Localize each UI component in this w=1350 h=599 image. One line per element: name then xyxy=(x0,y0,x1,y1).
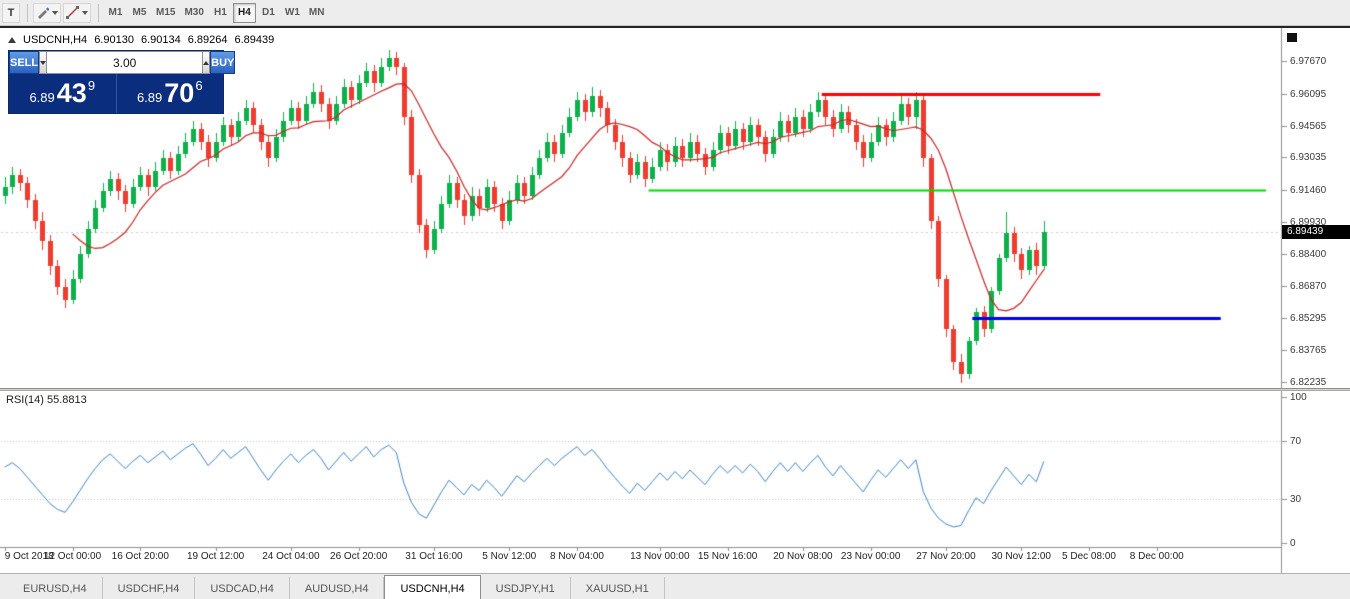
sell-price-big: 43 xyxy=(56,78,87,108)
chart-tab-xauusd-h1[interactable]: XAUUSD,H1 xyxy=(571,577,665,599)
chart-tab-usdcad-h4[interactable]: USDCAD,H4 xyxy=(195,577,290,599)
trendline-icon xyxy=(66,6,79,19)
triangle-up-icon xyxy=(203,60,210,65)
trade-controls-row: SELL BUY xyxy=(9,51,236,74)
symbol-label: USDCNH,H4 xyxy=(23,34,88,46)
timeframe-button-m5[interactable]: M5 xyxy=(132,7,147,18)
lot-decrease-button[interactable] xyxy=(39,51,48,74)
buy-price[interactable]: 6.89 70 6 xyxy=(117,74,224,113)
current-price-badge: 6.89439 xyxy=(1282,225,1350,240)
pane-splitter[interactable] xyxy=(0,388,1350,391)
triangle-down-icon xyxy=(40,60,47,65)
timeframe-button-w1[interactable]: W1 xyxy=(284,7,300,18)
sell-price-prefix: 6.89 xyxy=(29,90,55,105)
timeframe-button-h1[interactable]: H1 xyxy=(214,7,227,18)
low-value: 6.89264 xyxy=(187,34,228,46)
lot-size-input[interactable] xyxy=(47,51,203,74)
open-value: 6.90130 xyxy=(94,34,134,46)
one-click-panel-toggle-icon[interactable] xyxy=(8,37,16,43)
chart-tab-usdcnh-h4[interactable]: USDCNH,H4 xyxy=(384,575,481,599)
trade-prices-row: 6.89 43 9 6.89 70 6 xyxy=(9,74,223,113)
lot-increase-button[interactable] xyxy=(202,51,211,74)
close-value: 6.89439 xyxy=(234,34,275,46)
price-chart-canvas[interactable] xyxy=(0,28,1350,575)
line-tools-button[interactable] xyxy=(63,2,91,23)
timeframe-button-m30[interactable]: M30 xyxy=(184,7,204,18)
sell-price[interactable]: 6.89 43 9 xyxy=(9,74,116,113)
timeframe-button-m1[interactable]: M1 xyxy=(108,7,123,18)
chart-tabs-bar: EURUSD,H4 USDCHF,H4 USDCAD,H4 AUDUSD,H4 USDC… xyxy=(0,573,1350,599)
top-toolbar: T M1 M5 M15 M30 H1 H4 D1 W1 MN xyxy=(0,0,1350,26)
toolbar-separator xyxy=(27,3,28,22)
high-value: 6.90134 xyxy=(140,34,181,46)
buy-price-pip: 6 xyxy=(195,78,203,93)
chart-window-icon[interactable] xyxy=(1287,33,1297,42)
timeframe-button-m15[interactable]: M15 xyxy=(156,7,176,18)
chart-window: USDCNH,H4 6.90130 6.90134 6.89264 6.8943… xyxy=(0,26,1350,575)
pencil-icon xyxy=(38,7,49,19)
timeframe-button-d1[interactable]: D1 xyxy=(262,7,275,18)
rsi-indicator-label: RSI(14) 55.8813 xyxy=(6,394,87,406)
chart-tab-eurusd-h4[interactable]: EURUSD,H4 xyxy=(8,577,103,599)
text-tool-button[interactable]: T xyxy=(2,2,20,23)
buy-price-prefix: 6.89 xyxy=(136,90,163,105)
chart-ohlc-header: USDCNH,H4 6.90130 6.90134 6.89264 6.8943… xyxy=(8,34,274,46)
timeframe-button-mn[interactable]: MN xyxy=(308,7,325,18)
chart-tab-audusd-h4[interactable]: AUDUSD,H4 xyxy=(290,577,385,599)
chevron-down-icon xyxy=(82,10,88,15)
chart-tab-usdjpy-h1[interactable]: USDJPY,H1 xyxy=(481,577,571,599)
timeframe-group: M1 M5 M15 M30 H1 H4 D1 W1 MN xyxy=(104,2,329,23)
sell-button[interactable]: SELL xyxy=(9,51,40,74)
chart-tab-usdchf-h4[interactable]: USDCHF,H4 xyxy=(103,577,196,599)
one-click-trading-panel: SELL BUY 6.89 43 9 6.89 7 xyxy=(8,50,236,114)
draw-tools-button[interactable] xyxy=(33,2,61,23)
buy-price-big: 70 xyxy=(164,78,195,108)
chevron-down-icon xyxy=(52,10,58,15)
buy-button[interactable]: BUY xyxy=(210,51,236,74)
sell-price-pip: 9 xyxy=(87,78,96,93)
toolbar-separator xyxy=(98,3,99,22)
timeframe-button-h4[interactable]: H4 xyxy=(232,2,256,23)
price-divider xyxy=(115,74,117,113)
